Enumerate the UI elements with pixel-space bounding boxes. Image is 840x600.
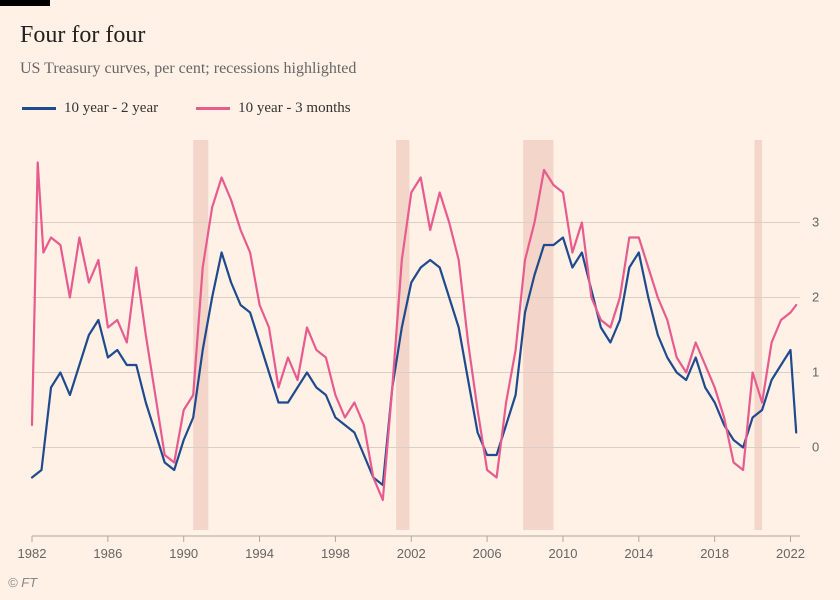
- svg-text:2018: 2018: [700, 546, 729, 561]
- svg-text:2002: 2002: [397, 546, 426, 561]
- svg-text:1982: 1982: [18, 546, 47, 561]
- svg-text:2022: 2022: [776, 546, 805, 561]
- svg-text:2: 2: [812, 290, 819, 305]
- svg-text:3: 3: [812, 215, 819, 230]
- svg-text:0: 0: [812, 440, 819, 455]
- svg-text:1990: 1990: [169, 546, 198, 561]
- credit-text: © FT: [8, 575, 37, 590]
- svg-text:1: 1: [812, 365, 819, 380]
- svg-text:2006: 2006: [473, 546, 502, 561]
- svg-text:2010: 2010: [549, 546, 578, 561]
- svg-text:2014: 2014: [624, 546, 653, 561]
- svg-text:1998: 1998: [321, 546, 350, 561]
- svg-text:1994: 1994: [245, 546, 274, 561]
- svg-text:1986: 1986: [93, 546, 122, 561]
- line-chart: 0 1 2 3 1982 1986 1990 1994 1998 2002 2006 2010 2014…: [0, 0, 840, 600]
